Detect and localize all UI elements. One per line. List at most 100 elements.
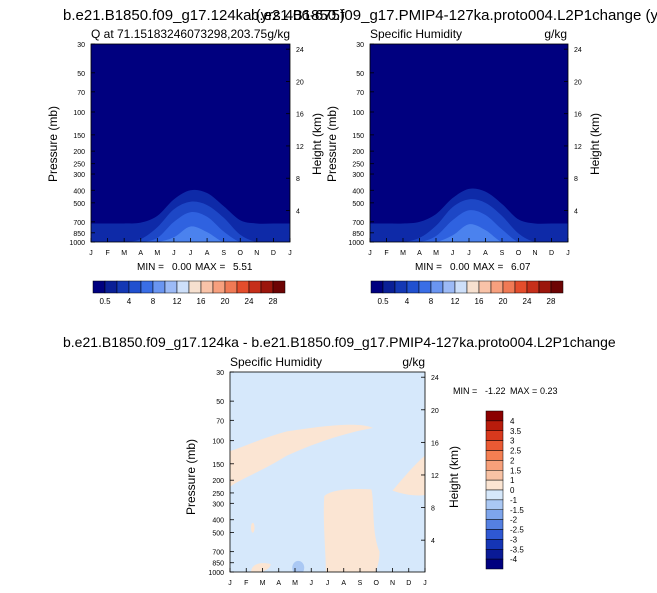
colorbar-swatch (514, 280, 528, 294)
chart-right-plot-area (369, 43, 569, 243)
height-tick-label: 12 (431, 473, 439, 480)
colorbar-label: 28 (547, 297, 556, 306)
month-tick-label: J (310, 580, 314, 587)
colorbar-swatch (550, 280, 564, 294)
chart-right-units: g/kg (544, 27, 567, 41)
chart-panel-left: Q at 71.15183246073298,203.75 g/kg 30 50 7… (46, 27, 324, 306)
month-tick-label: M (260, 580, 266, 587)
colorbar-swatch (485, 450, 504, 461)
colorbar-swatch (212, 280, 226, 294)
height-tick-label: 8 (574, 176, 578, 183)
chart-right-max-label: MAX = (473, 262, 503, 273)
colorbar-swatch (92, 280, 106, 294)
colorbar-label: 20 (499, 297, 508, 306)
colorbar-label: 8 (151, 297, 156, 306)
colorbar-label: 0.5 (99, 297, 111, 306)
month-tick-label: F (384, 250, 388, 257)
colorbar-swatch (485, 489, 504, 501)
pressure-tick-label: 50 (356, 71, 364, 78)
height-tick-label: 8 (296, 176, 300, 183)
colorbar-swatch (485, 509, 504, 520)
colorbar-swatch (485, 539, 504, 550)
chart-1-field (370, 44, 568, 242)
pressure-tick-label: 500 (212, 530, 224, 537)
chart-bottom-subtitle: Specific Humidity (230, 355, 322, 369)
pressure-tick-label: 200 (352, 149, 364, 156)
chart-right-pressure-axis: 30 50 70 100 150 200 250 300 400 500 700 850 1000 (348, 42, 374, 247)
chart-left-height-axis: 24 20 16 12 8 4 (286, 47, 304, 215)
colorbar-swatch (490, 280, 504, 294)
month-tick-label: J (228, 580, 232, 587)
pressure-tick-label: 850 (212, 561, 224, 568)
colorbar-swatch (466, 280, 480, 294)
colorbar-swatch (128, 280, 142, 294)
colorbar-swatch (485, 410, 504, 422)
colorbar-swatch (485, 470, 504, 481)
month-tick-label: N (390, 580, 395, 587)
panel-right-title: b.e21.B1850.f09_g17.PMIP4-127ka.proto004… (251, 7, 657, 24)
colorbar-swatch (188, 280, 202, 294)
chart-left-subtitle: Q at 71.15183246073298,203.75 (91, 27, 267, 41)
chart-bottom-ylabel-right: Height (km) (447, 446, 461, 508)
pressure-tick-label: 100 (73, 110, 85, 117)
chart-bottom-negative-region (292, 560, 305, 572)
chart-left-colorbar: 0.5 4 8 12 16 20 24 28 (92, 280, 286, 306)
colorbar-label: 8 (429, 297, 434, 306)
colorbar-label: 1 (510, 476, 515, 485)
pressure-tick-label: 100 (352, 110, 364, 117)
pressure-tick-label: 250 (352, 162, 364, 169)
chart-left-ylabel-right: Height (km) (310, 113, 324, 175)
chart-bottom-pressure-axis: 30 50 70 100 150 200 250 300 400 500 700 850 1000 (208, 370, 234, 577)
colorbar-label: 2 (510, 456, 515, 465)
chart-left-min-value: 0.00 (172, 262, 192, 273)
pressure-tick-label: 500 (352, 201, 364, 208)
pressure-tick-label: 30 (77, 42, 85, 49)
colorbar-swatch (224, 280, 238, 294)
month-tick-label: J (326, 580, 330, 587)
pressure-tick-label: 70 (216, 418, 224, 425)
colorbar-swatch (116, 280, 130, 294)
chart-bottom-plot-area (229, 371, 426, 573)
colorbar-swatch (370, 280, 384, 294)
chart-right-min-value: 0.00 (450, 262, 470, 273)
colorbar-swatch (104, 280, 118, 294)
colorbar-swatch (485, 460, 504, 471)
pressure-tick-label: 1000 (208, 570, 224, 577)
month-tick-label: J (172, 250, 176, 257)
colorbar-swatch (236, 280, 250, 294)
colorbar-swatch (176, 280, 190, 294)
pressure-tick-label: 150 (212, 462, 224, 469)
pressure-tick-label: 30 (356, 42, 364, 49)
colorbar-swatch (485, 529, 504, 540)
month-tick-label: N (532, 250, 537, 257)
month-tick-label: D (549, 250, 554, 257)
month-tick-label: A (205, 250, 210, 257)
pressure-tick-label: 50 (216, 399, 224, 406)
colorbar-label: 24 (245, 297, 254, 306)
colorbar-label: 4 (510, 417, 515, 426)
colorbar-label: 20 (221, 297, 230, 306)
colorbar-label: 2.5 (510, 447, 522, 456)
pressure-tick-label: 150 (352, 133, 364, 140)
chart-left-units: g/kg (267, 27, 290, 41)
chart-left-ylabel: Pressure (mb) (46, 106, 60, 182)
height-tick-label: 24 (296, 47, 304, 54)
chart-bottom-min-label: MIN = (453, 386, 477, 396)
pressure-tick-label: 300 (212, 501, 224, 508)
pressure-tick-label: 200 (212, 478, 224, 485)
pressure-tick-label: 400 (352, 188, 364, 195)
pressure-tick-label: 100 (212, 439, 224, 446)
colorbar-label: 4 (127, 297, 132, 306)
chart-left-plot-area (90, 43, 291, 243)
colorbar-label: -3 (510, 535, 518, 544)
chart-bottom-colorbar: 43.532.521.510-1-1.5-2-2.5-3-3.5-4 (485, 410, 524, 570)
colorbar-swatch (272, 280, 286, 294)
colorbar-label: 24 (523, 297, 532, 306)
chart-left-max-label: MAX = (195, 262, 225, 273)
pressure-tick-label: 30 (216, 370, 224, 377)
height-tick-label: 24 (574, 47, 582, 54)
height-tick-label: 4 (296, 208, 300, 215)
month-tick-label: J (89, 250, 93, 257)
